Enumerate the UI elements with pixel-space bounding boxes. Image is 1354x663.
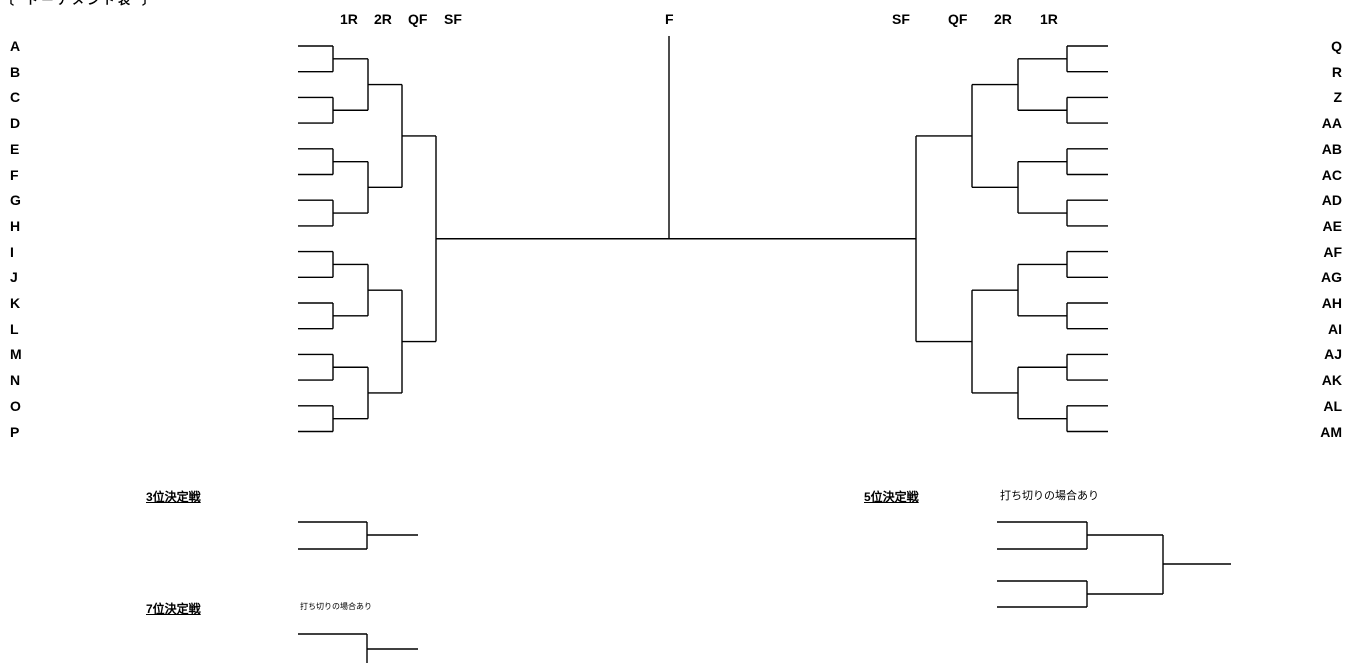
round-label-right-sf: SF: [892, 11, 910, 27]
team-label-right: AI: [1328, 320, 1342, 337]
round-label-left-2r: 2R: [374, 11, 392, 27]
team-label-left: I: [10, 243, 14, 260]
team-label-left: F: [10, 166, 19, 183]
team-label-left: H: [10, 217, 21, 234]
round-label-right-2r: 2R: [994, 11, 1012, 27]
fifth-place-note: 打ち切りの場合あり: [1000, 490, 1099, 502]
team-label-right: AD: [1321, 192, 1342, 209]
team-label-right: AJ: [1324, 346, 1342, 363]
team-label-left: M: [10, 346, 22, 363]
team-label-right: R: [1331, 63, 1342, 80]
team-label-right: Q: [1331, 38, 1342, 54]
team-label-left: L: [10, 320, 19, 337]
third-place-title: 3位決定戦: [146, 490, 201, 504]
team-label-right: AL: [1323, 397, 1342, 414]
team-label-left: D: [10, 115, 21, 132]
round-label-right-1r: 1R: [1040, 11, 1058, 27]
team-label-right: AC: [1321, 166, 1342, 183]
round-label-left-sf: SF: [444, 11, 462, 27]
team-label-right: AM: [1320, 423, 1342, 440]
team-label-right: AG: [1321, 269, 1342, 286]
team-label-right: AK: [1321, 372, 1342, 389]
team-label-left: P: [10, 423, 20, 440]
team-label-left: E: [10, 140, 20, 157]
team-label-right: AF: [1323, 243, 1342, 260]
seventh-place-note: 打ち切りの場合あり: [300, 602, 372, 611]
team-label-left: A: [10, 38, 21, 54]
team-label-right: AH: [1321, 295, 1342, 311]
team-label-left: G: [10, 192, 21, 209]
team-label-left: B: [10, 63, 21, 80]
team-label-left: N: [10, 372, 21, 389]
fifth-place-title: 5位決定戦: [864, 490, 919, 504]
round-label-final: F: [665, 11, 674, 27]
round-label-left-1r: 1R: [340, 11, 358, 27]
team-label-right: Z: [1333, 89, 1342, 106]
team-label-right: AA: [1321, 115, 1342, 132]
team-label-right: AB: [1321, 140, 1342, 157]
team-label-left: J: [10, 269, 18, 286]
round-label-left-qf: QF: [408, 11, 428, 27]
team-label-left: K: [10, 295, 21, 311]
team-label-right: AE: [1322, 217, 1342, 234]
round-label-right-qf: QF: [948, 11, 968, 27]
title-fragment: 〔 ト ー ナ メ ン ト 表 〕: [2, 0, 155, 7]
team-label-left: C: [10, 89, 21, 106]
seventh-place-title: 7位決定戦: [146, 602, 201, 616]
team-label-left: O: [10, 397, 21, 414]
